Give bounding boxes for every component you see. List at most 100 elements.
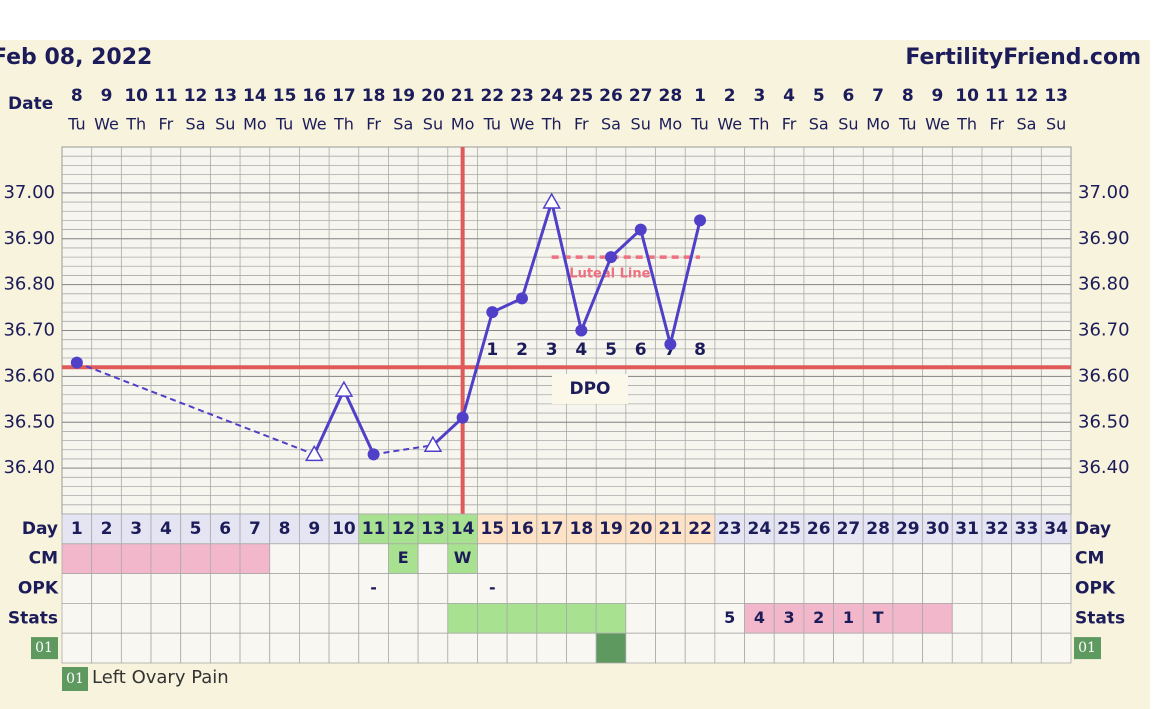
table-cell <box>61 603 93 634</box>
table-cell <box>684 543 716 574</box>
table-cell <box>714 632 745 664</box>
weekday: Mo <box>866 115 890 134</box>
table-cell <box>269 603 300 634</box>
table-cell <box>1040 603 1072 634</box>
table-cell <box>803 543 834 574</box>
table-cell <box>981 573 1013 604</box>
gap-connector <box>76 361 315 456</box>
y-tick-label: 36.80 <box>3 274 55 295</box>
table-cell <box>91 543 122 574</box>
table-cell <box>91 632 122 664</box>
site-name: FertilityFriend.com <box>905 45 1141 70</box>
weekday: Su <box>423 115 443 134</box>
chart-layer: 36.40 36.40 36.50 36.50 36.60 36.60 36.70 36.70… <box>3 86 1130 691</box>
table-cell <box>120 543 152 574</box>
weekday: Sa <box>1017 115 1037 134</box>
weekday: Mo <box>451 115 475 134</box>
day-cell <box>91 513 122 545</box>
table-cell <box>684 603 716 634</box>
date-number: 5 <box>813 86 825 106</box>
cell-text: E <box>398 548 409 567</box>
table-cell <box>447 603 478 634</box>
table-cell <box>536 632 567 664</box>
table-cell <box>209 573 241 604</box>
day-number: 23 <box>718 519 742 539</box>
date-number: 20 <box>421 86 445 106</box>
cell-text: - <box>370 578 377 597</box>
table-cell <box>714 543 745 574</box>
dot-point <box>634 223 647 236</box>
day-number: 3 <box>130 519 142 539</box>
weekday: Tu <box>483 115 501 134</box>
table-cell <box>981 543 1013 574</box>
date-number: 24 <box>540 86 564 106</box>
table-cell <box>1011 632 1042 664</box>
table-cell <box>833 543 864 574</box>
day-number: 21 <box>659 519 683 539</box>
table-cell <box>239 543 271 574</box>
row-badge <box>31 637 58 660</box>
table-cell <box>1040 573 1072 604</box>
day-cell <box>328 513 360 545</box>
legend-badge <box>62 667 88 691</box>
day-number: 22 <box>688 519 712 539</box>
day-cell <box>358 513 389 545</box>
day-cell <box>714 513 745 545</box>
y-tick-label: 36.70 <box>3 320 55 341</box>
day-number: 8 <box>279 519 291 539</box>
cell-text: 5 <box>724 608 735 627</box>
cell-text: 4 <box>754 608 765 627</box>
table-cell <box>328 603 360 634</box>
weekday: We <box>925 115 950 134</box>
y-tick-label-right: 36.70 <box>1078 320 1130 341</box>
weekday: Su <box>631 115 651 134</box>
dpo-number: 5 <box>605 340 617 360</box>
table-cell <box>595 543 627 574</box>
day-number: 15 <box>480 519 504 539</box>
weekday: Tu <box>275 115 293 134</box>
weekday: We <box>717 115 742 134</box>
table-cell <box>566 573 597 604</box>
y-tick-label-right: 36.40 <box>1078 457 1130 478</box>
table-cell <box>625 573 656 604</box>
dot-point <box>456 411 469 424</box>
day-number: 4 <box>160 519 172 539</box>
row-label: Stats <box>8 608 58 628</box>
day-number: 6 <box>219 519 231 539</box>
row-label-right: OPK <box>1075 579 1116 599</box>
dot-point <box>664 338 677 351</box>
date-number: 19 <box>391 86 415 106</box>
day-cell <box>447 513 478 545</box>
day-number: 24 <box>748 519 772 539</box>
table-cell <box>595 632 627 664</box>
dot-point <box>605 251 618 264</box>
cell-text: - <box>489 578 496 597</box>
table-cell <box>714 573 745 604</box>
weekday: Sa <box>601 115 621 134</box>
table-cell <box>773 543 805 574</box>
date-number: 11 <box>985 86 1009 106</box>
table-cell <box>269 573 300 604</box>
table-cell <box>862 603 894 634</box>
table-cell <box>180 543 211 574</box>
day-number: 17 <box>540 519 564 539</box>
day-number: 32 <box>985 519 1009 539</box>
date-number: 25 <box>570 86 594 106</box>
table-cell <box>922 543 953 574</box>
date-number: 26 <box>599 86 623 106</box>
table-cell <box>1040 632 1072 664</box>
row-label: OPK <box>18 579 59 599</box>
weekday: Fr <box>989 115 1004 134</box>
y-tick-label: 36.50 <box>3 411 55 432</box>
date-number: 1 <box>694 86 706 106</box>
weekday: Sa <box>393 115 413 134</box>
date-number: 6 <box>843 86 855 106</box>
date-number: 2 <box>724 86 736 106</box>
table-cell <box>1040 543 1072 574</box>
table-cell <box>150 632 182 664</box>
weekday: Su <box>215 115 235 134</box>
table-cell <box>655 543 686 574</box>
table-cell <box>833 632 864 664</box>
table-cell <box>150 543 182 574</box>
table-cell <box>951 603 983 634</box>
